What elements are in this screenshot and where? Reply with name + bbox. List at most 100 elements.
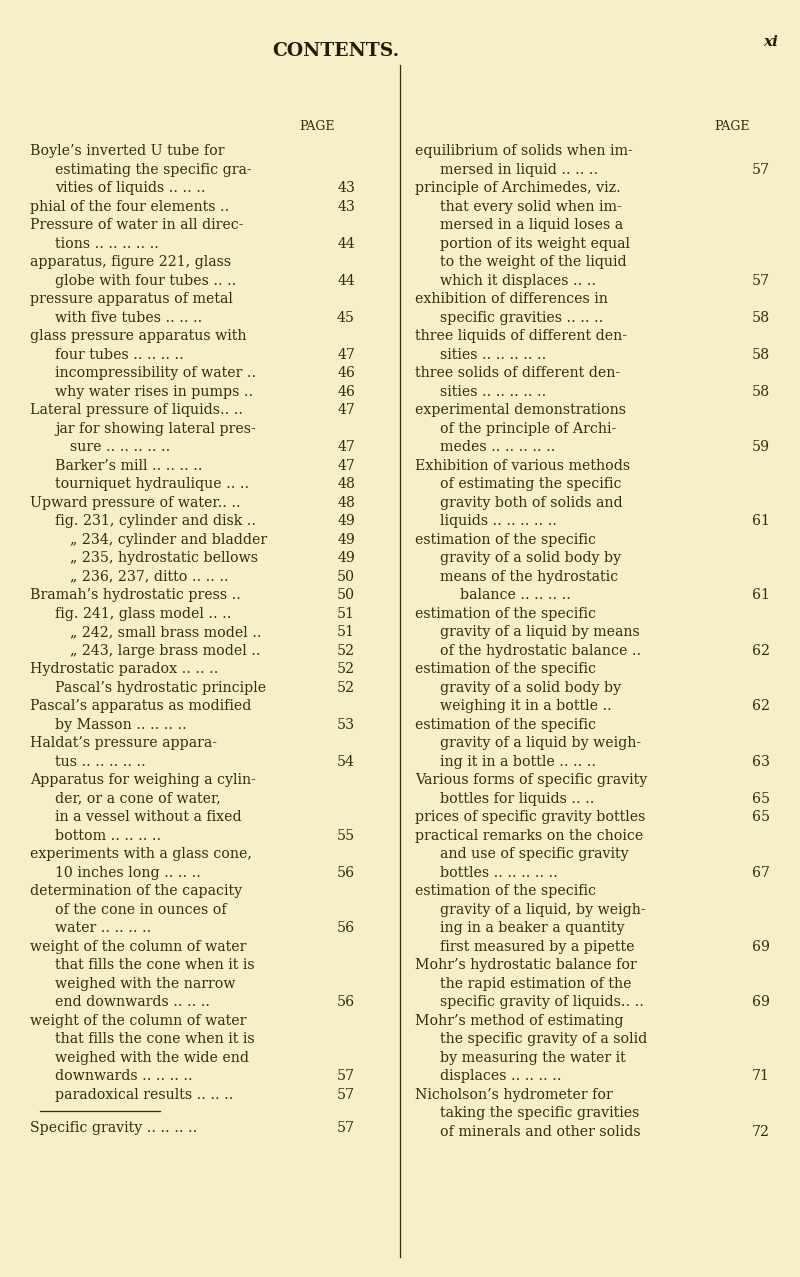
Text: means of the hydrostatic: means of the hydrostatic <box>440 570 618 584</box>
Text: Specific gravity .. .. .. ..: Specific gravity .. .. .. .. <box>30 1121 198 1135</box>
Text: sities .. .. .. .. ..: sities .. .. .. .. .. <box>440 384 546 398</box>
Text: 65: 65 <box>752 792 770 806</box>
Text: specific gravity of liquids.. ..: specific gravity of liquids.. .. <box>440 995 644 1009</box>
Text: tourniquet hydraulique .. ..: tourniquet hydraulique .. .. <box>55 478 249 492</box>
Text: with five tubes .. .. ..: with five tubes .. .. .. <box>55 310 202 324</box>
Text: 43: 43 <box>337 181 355 195</box>
Text: „ 242, small brass model ..: „ 242, small brass model .. <box>70 624 262 638</box>
Text: weighing it in a bottle ..: weighing it in a bottle .. <box>440 699 612 713</box>
Text: of the cone in ounces of: of the cone in ounces of <box>55 903 226 917</box>
Text: 62: 62 <box>752 699 770 713</box>
Text: tions .. .. .. .. ..: tions .. .. .. .. .. <box>55 236 159 250</box>
Text: exhibition of differences in: exhibition of differences in <box>415 292 608 306</box>
Text: 45: 45 <box>337 310 355 324</box>
Text: 47: 47 <box>337 404 355 418</box>
Text: gravity of a solid body by: gravity of a solid body by <box>440 681 621 695</box>
Text: 54: 54 <box>337 755 355 769</box>
Text: 49: 49 <box>337 533 355 547</box>
Text: PAGE: PAGE <box>714 120 750 133</box>
Text: incompressibility of water ..: incompressibility of water .. <box>55 366 256 381</box>
Text: jar for showing lateral pres-: jar for showing lateral pres- <box>55 421 256 435</box>
Text: ing in a beaker a quantity: ing in a beaker a quantity <box>440 921 625 935</box>
Text: downwards .. .. .. ..: downwards .. .. .. .. <box>55 1069 193 1083</box>
Text: gravity of a liquid, by weigh-: gravity of a liquid, by weigh- <box>440 903 646 917</box>
Text: 71: 71 <box>752 1069 770 1083</box>
Text: 46: 46 <box>337 384 355 398</box>
Text: Mohr’s method of estimating: Mohr’s method of estimating <box>415 1014 623 1028</box>
Text: fig. 231, cylinder and disk ..: fig. 231, cylinder and disk .. <box>55 515 256 529</box>
Text: 57: 57 <box>337 1121 355 1135</box>
Text: vities of liquids .. .. ..: vities of liquids .. .. .. <box>55 181 206 195</box>
Text: 57: 57 <box>752 162 770 176</box>
Text: bottles .. .. .. .. ..: bottles .. .. .. .. .. <box>440 866 558 880</box>
Text: 58: 58 <box>752 310 770 324</box>
Text: ing it in a bottle .. .. ..: ing it in a bottle .. .. .. <box>440 755 596 769</box>
Text: 69: 69 <box>752 940 770 954</box>
Text: why water rises in pumps ..: why water rises in pumps .. <box>55 384 253 398</box>
Text: fig. 241, glass model .. ..: fig. 241, glass model .. .. <box>55 607 231 621</box>
Text: medes .. .. .. .. ..: medes .. .. .. .. .. <box>440 441 555 455</box>
Text: equilibrium of solids when im-: equilibrium of solids when im- <box>415 144 633 158</box>
Text: 56: 56 <box>337 921 355 935</box>
Text: 49: 49 <box>337 552 355 564</box>
Text: that fills the cone when it is: that fills the cone when it is <box>55 1032 254 1046</box>
Text: 65: 65 <box>752 810 770 824</box>
Text: 49: 49 <box>337 515 355 529</box>
Text: and use of specific gravity: and use of specific gravity <box>440 847 629 861</box>
Text: weighed with the wide end: weighed with the wide end <box>55 1051 249 1065</box>
Text: Nicholson’s hydrometer for: Nicholson’s hydrometer for <box>415 1088 613 1102</box>
Text: Pascal’s hydrostatic principle: Pascal’s hydrostatic principle <box>55 681 266 695</box>
Text: 61: 61 <box>752 515 770 529</box>
Text: xi: xi <box>763 34 778 49</box>
Text: of the principle of Archi-: of the principle of Archi- <box>440 421 616 435</box>
Text: 50: 50 <box>337 587 355 601</box>
Text: by Masson .. .. .. ..: by Masson .. .. .. .. <box>55 718 186 732</box>
Text: experiments with a glass cone,: experiments with a glass cone, <box>30 847 252 861</box>
Text: gravity both of solids and: gravity both of solids and <box>440 495 622 510</box>
Text: Mohr’s hydrostatic balance for: Mohr’s hydrostatic balance for <box>415 958 637 972</box>
Text: „ 243, large brass model ..: „ 243, large brass model .. <box>70 644 261 658</box>
Text: 51: 51 <box>337 624 355 638</box>
Text: 48: 48 <box>337 478 355 492</box>
Text: Hydrostatic paradox .. .. ..: Hydrostatic paradox .. .. .. <box>30 661 218 676</box>
Text: 52: 52 <box>337 644 355 658</box>
Text: Pascal’s apparatus as modified: Pascal’s apparatus as modified <box>30 699 251 713</box>
Text: Bramah’s hydrostatic press ..: Bramah’s hydrostatic press .. <box>30 587 241 601</box>
Text: mersed in liquid .. .. ..: mersed in liquid .. .. .. <box>440 162 598 176</box>
Text: four tubes .. .. .. ..: four tubes .. .. .. .. <box>55 347 184 361</box>
Text: sities .. .. .. .. ..: sities .. .. .. .. .. <box>440 347 546 361</box>
Text: by measuring the water it: by measuring the water it <box>440 1051 626 1065</box>
Text: estimating the specific gra-: estimating the specific gra- <box>55 162 252 176</box>
Text: 56: 56 <box>337 995 355 1009</box>
Text: first measured by a pipette: first measured by a pipette <box>440 940 634 954</box>
Text: 52: 52 <box>337 661 355 676</box>
Text: weight of the column of water: weight of the column of water <box>30 1014 246 1028</box>
Text: PAGE: PAGE <box>299 120 335 133</box>
Text: the specific gravity of a solid: the specific gravity of a solid <box>440 1032 647 1046</box>
Text: bottles for liquids .. ..: bottles for liquids .. .. <box>440 792 594 806</box>
Text: displaces .. .. .. ..: displaces .. .. .. .. <box>440 1069 562 1083</box>
Text: experimental demonstrations: experimental demonstrations <box>415 404 626 418</box>
Text: 47: 47 <box>337 441 355 455</box>
Text: estimation of the specific: estimation of the specific <box>415 607 596 621</box>
Text: CONTENTS.: CONTENTS. <box>273 42 399 60</box>
Text: gravity of a liquid by weigh-: gravity of a liquid by weigh- <box>440 736 641 750</box>
Text: 57: 57 <box>337 1088 355 1102</box>
Text: the rapid estimation of the: the rapid estimation of the <box>440 977 631 991</box>
Text: 44: 44 <box>338 236 355 250</box>
Text: tus .. .. .. .. ..: tus .. .. .. .. .. <box>55 755 146 769</box>
Text: gravity of a liquid by means: gravity of a liquid by means <box>440 624 640 638</box>
Text: 56: 56 <box>337 866 355 880</box>
Text: of minerals and other solids: of minerals and other solids <box>440 1125 641 1139</box>
Text: 10 inches long .. .. ..: 10 inches long .. .. .. <box>55 866 201 880</box>
Text: water .. .. .. ..: water .. .. .. .. <box>55 921 151 935</box>
Text: specific gravities .. .. ..: specific gravities .. .. .. <box>440 310 603 324</box>
Text: estimation of the specific: estimation of the specific <box>415 661 596 676</box>
Text: portion of its weight equal: portion of its weight equal <box>440 236 630 250</box>
Text: Haldat’s pressure appara-: Haldat’s pressure appara- <box>30 736 217 750</box>
Text: 62: 62 <box>752 644 770 658</box>
Text: Upward pressure of water.. ..: Upward pressure of water.. .. <box>30 495 241 510</box>
Text: that fills the cone when it is: that fills the cone when it is <box>55 958 254 972</box>
Text: mersed in a liquid loses a: mersed in a liquid loses a <box>440 218 623 232</box>
Text: pressure apparatus of metal: pressure apparatus of metal <box>30 292 233 306</box>
